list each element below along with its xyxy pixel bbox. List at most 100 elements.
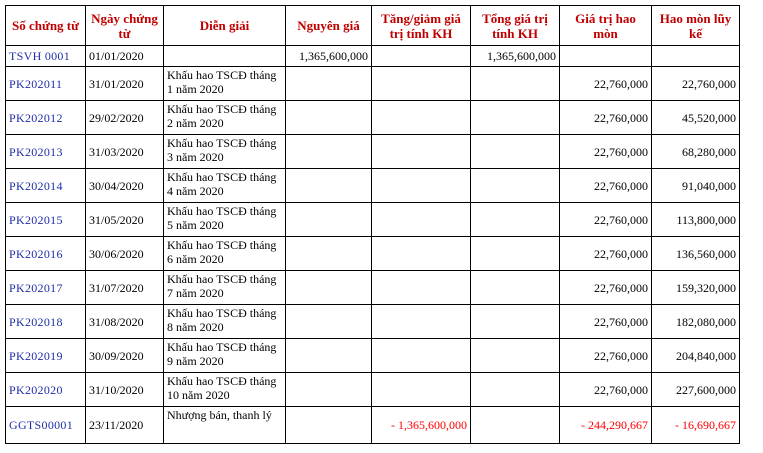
doc-number-link[interactable]: PK202014	[5, 168, 86, 203]
doc-number-link[interactable]: PK202012	[5, 100, 86, 135]
accumulated-value: 45,520,000	[651, 100, 740, 135]
accumulated-value: 182,080,000	[651, 304, 740, 339]
description: Khấu hao TSCĐ tháng 4 năm 2020	[163, 168, 286, 203]
doc-number-link[interactable]: PK202018	[5, 304, 86, 339]
doc-date: 01/01/2020	[85, 45, 164, 67]
description	[163, 45, 286, 67]
doc-date: 30/06/2020	[85, 236, 164, 271]
description: Khấu hao TSCĐ tháng 8 năm 2020	[163, 304, 286, 339]
depreciation-value: 22,760,000	[559, 304, 652, 339]
header-original-cost: Nguyên giá	[285, 5, 372, 46]
original-cost	[285, 66, 372, 101]
accumulated-value: 159,320,000	[651, 270, 740, 305]
original-cost	[285, 134, 372, 169]
change-value	[371, 236, 471, 271]
change-value	[371, 202, 471, 237]
table-row: PK202015 31/05/2020 Khấu hao TSCĐ tháng …	[5, 202, 740, 237]
header-doc-no: Số chứng từ	[5, 5, 86, 46]
total-value	[470, 134, 560, 169]
doc-date: 29/02/2020	[85, 100, 164, 135]
doc-date: 31/01/2020	[85, 66, 164, 101]
total-value	[470, 168, 560, 203]
original-cost	[285, 270, 372, 305]
total-value	[470, 270, 560, 305]
total-value: 1,365,600,000	[470, 45, 560, 67]
depreciation-value: 22,760,000	[559, 338, 652, 373]
table-row: PK202020 31/10/2020 Khấu hao TSCĐ tháng …	[5, 372, 740, 407]
original-cost: 1,365,600,000	[285, 45, 372, 67]
change-value: - 1,365,600,000	[371, 406, 471, 444]
doc-number-link[interactable]: PK202011	[5, 66, 86, 101]
doc-number-link[interactable]: PK202015	[5, 202, 86, 237]
total-value	[470, 372, 560, 407]
doc-date: 31/07/2020	[85, 270, 164, 305]
description: Khấu hao TSCĐ tháng 2 năm 2020	[163, 100, 286, 135]
description: Khấu hao TSCĐ tháng 10 năm 2020	[163, 372, 286, 407]
accumulated-value: 204,840,000	[651, 338, 740, 373]
change-value	[371, 372, 471, 407]
description: Khấu hao TSCĐ tháng 1 năm 2020	[163, 66, 286, 101]
doc-date: 30/04/2020	[85, 168, 164, 203]
description: Khấu hao TSCĐ tháng 3 năm 2020	[163, 134, 286, 169]
change-value	[371, 134, 471, 169]
total-value	[470, 236, 560, 271]
doc-number-link[interactable]: PK202017	[5, 270, 86, 305]
change-value	[371, 270, 471, 305]
original-cost	[285, 100, 372, 135]
accumulated-value: 68,280,000	[651, 134, 740, 169]
table-row: TSVH 0001 01/01/2020 1,365,600,000 1,365…	[5, 45, 740, 67]
depreciation-value: - 244,290,667	[559, 406, 652, 444]
doc-date: 31/05/2020	[85, 202, 164, 237]
change-value	[371, 304, 471, 339]
table-row: PK202013 31/03/2020 Khấu hao TSCĐ tháng …	[5, 134, 740, 169]
table-row: PK202018 31/08/2020 Khấu hao TSCĐ tháng …	[5, 304, 740, 339]
total-value	[470, 338, 560, 373]
table-row: PK202012 29/02/2020 Khấu hao TSCĐ tháng …	[5, 100, 740, 135]
depreciation-value: 22,760,000	[559, 66, 652, 101]
accumulated-value: 91,040,000	[651, 168, 740, 203]
table-row: PK202011 31/01/2020 Khấu hao TSCĐ tháng …	[5, 66, 740, 101]
accumulated-value: 22,760,000	[651, 66, 740, 101]
accumulated-value: 227,600,000	[651, 372, 740, 407]
doc-number-link[interactable]: GGTS00001	[5, 406, 86, 444]
header-depreciation: Giá trị hao mòn	[559, 5, 652, 46]
depreciation-value	[559, 45, 652, 67]
asset-depreciation-table: Số chứng từ Ngày chứng từ Diễn giải Nguy…	[5, 5, 740, 444]
doc-date: 31/03/2020	[85, 134, 164, 169]
original-cost	[285, 236, 372, 271]
description: Khấu hao TSCĐ tháng 9 năm 2020	[163, 338, 286, 373]
change-value	[371, 100, 471, 135]
doc-number-link[interactable]: PK202016	[5, 236, 86, 271]
original-cost	[285, 168, 372, 203]
accumulated-value: - 16,690,667	[651, 406, 740, 444]
doc-number-link[interactable]: PK202013	[5, 134, 86, 169]
depreciation-value: 22,760,000	[559, 134, 652, 169]
description: Khấu hao TSCĐ tháng 6 năm 2020	[163, 236, 286, 271]
header-accumulated: Hao mòn lũy kế	[651, 5, 740, 46]
depreciation-value: 22,760,000	[559, 202, 652, 237]
doc-number-link[interactable]: PK202019	[5, 338, 86, 373]
description: Khấu hao TSCĐ tháng 7 năm 2020	[163, 270, 286, 305]
depreciation-value: 22,760,000	[559, 372, 652, 407]
table-row: GGTS00001 23/11/2020 Nhượng bán, thanh l…	[5, 406, 740, 444]
total-value	[470, 66, 560, 101]
doc-number-link[interactable]: TSVH 0001	[5, 45, 86, 67]
change-value	[371, 338, 471, 373]
depreciation-value: 22,760,000	[559, 100, 652, 135]
total-value	[470, 100, 560, 135]
doc-number-link[interactable]: PK202020	[5, 372, 86, 407]
original-cost	[285, 372, 372, 407]
original-cost	[285, 202, 372, 237]
doc-date: 31/10/2020	[85, 372, 164, 407]
accumulated-value: 113,800,000	[651, 202, 740, 237]
header-row: Số chứng từ Ngày chứng từ Diễn giải Nguy…	[5, 5, 740, 46]
original-cost	[285, 338, 372, 373]
header-description: Diễn giải	[163, 5, 286, 46]
change-value	[371, 66, 471, 101]
depreciation-value: 22,760,000	[559, 236, 652, 271]
header-doc-date: Ngày chứng từ	[85, 5, 164, 46]
table-row: PK202014 30/04/2020 Khấu hao TSCĐ tháng …	[5, 168, 740, 203]
original-cost	[285, 406, 372, 444]
original-cost	[285, 304, 372, 339]
table-row: PK202017 31/07/2020 Khấu hao TSCĐ tháng …	[5, 270, 740, 305]
